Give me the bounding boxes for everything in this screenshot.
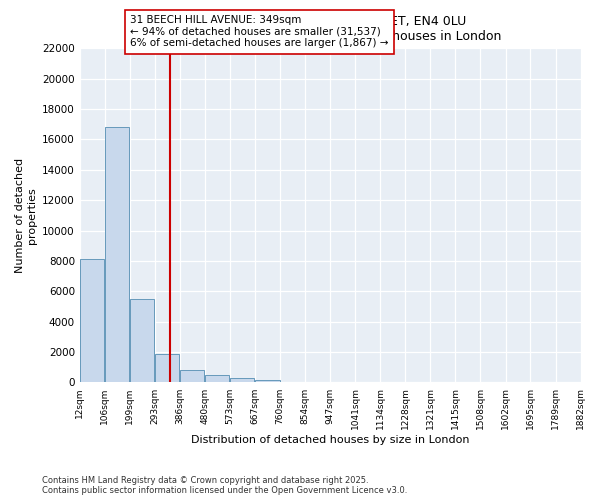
Text: 31 BEECH HILL AVENUE: 349sqm
← 94% of detached houses are smaller (31,537)
6% of: 31 BEECH HILL AVENUE: 349sqm ← 94% of de… — [130, 15, 389, 48]
Bar — [230, 378, 254, 382]
Bar — [130, 299, 154, 382]
Bar — [80, 260, 104, 382]
Bar — [255, 380, 280, 382]
X-axis label: Distribution of detached houses by size in London: Distribution of detached houses by size … — [191, 435, 469, 445]
Bar — [205, 375, 229, 382]
Y-axis label: Number of detached
properties: Number of detached properties — [15, 158, 37, 273]
Text: Contains HM Land Registry data © Crown copyright and database right 2025.
Contai: Contains HM Land Registry data © Crown c… — [42, 476, 407, 495]
Bar — [155, 354, 179, 382]
Bar — [180, 370, 205, 382]
Bar — [105, 128, 130, 382]
Title: 31, BEECH HILL AVENUE, BARNET, EN4 0LU
Size of property relative to detached hou: 31, BEECH HILL AVENUE, BARNET, EN4 0LU S… — [158, 15, 502, 43]
